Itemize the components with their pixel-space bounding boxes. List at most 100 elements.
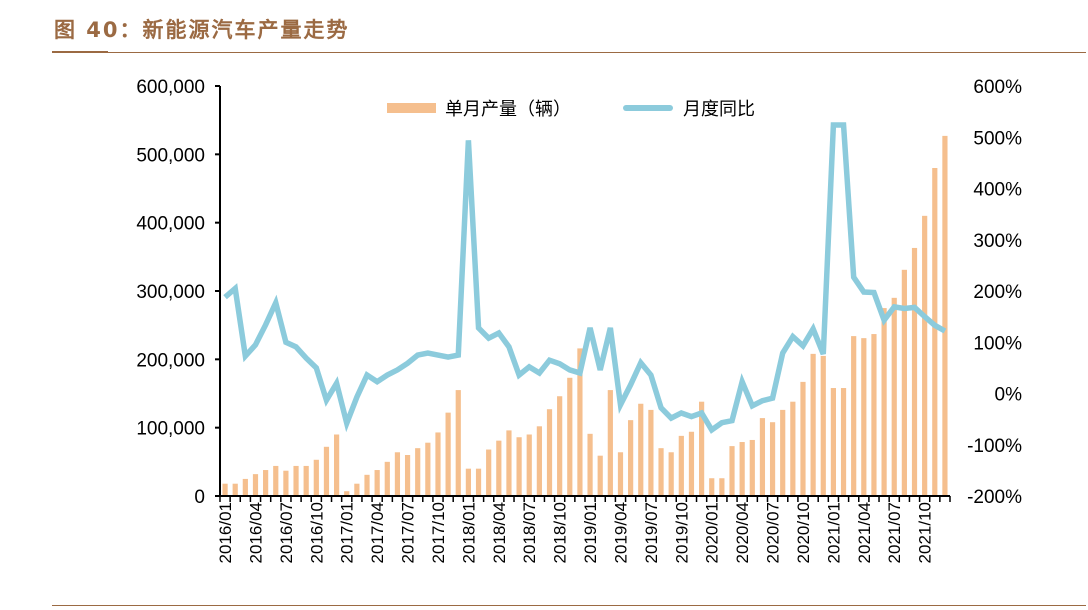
x-tick-label: 2020/10 (794, 502, 813, 563)
bar-2016-05 (263, 470, 269, 496)
bar-2016-07 (283, 470, 289, 496)
yoy-line (223, 122, 947, 434)
left-tick-label: 500,000 (136, 145, 205, 166)
bar-2020-02 (719, 478, 725, 496)
x-tick-label: 2021/10 (916, 502, 935, 563)
bar-2021-01 (830, 388, 837, 496)
bar-2019-05 (628, 420, 634, 496)
legend-bar-swatch (387, 103, 436, 113)
bar-2017-08 (415, 448, 421, 496)
bar-2019-04 (617, 452, 624, 496)
x-tick-label: 2020/01 (703, 502, 722, 563)
axes: 0 100,000 200,000 300,000 400,000 500,000 600,… (136, 77, 1022, 563)
x-tick-label: 2021/07 (885, 502, 904, 563)
bar-2020-03 (729, 446, 735, 496)
bar-2016-03 (242, 478, 248, 496)
bar-2020-07 (769, 422, 776, 496)
x-tick-label: 2016/07 (277, 502, 296, 563)
right-tick-label: 300% (973, 231, 1022, 252)
bar-2020-08 (780, 409, 786, 496)
bar-2016-08 (293, 465, 299, 496)
left-tick-label: 200,000 (136, 350, 205, 371)
bar-2018-04 (496, 440, 502, 496)
bar-2020-01 (709, 478, 715, 496)
title-rule (52, 52, 1086, 53)
bar-2019-07 (648, 409, 654, 496)
bar-2020-11 (810, 353, 816, 496)
bar-2020-04 (739, 442, 745, 496)
x-tick-label: 2018/07 (520, 502, 539, 563)
right-tick-label: 500% (973, 128, 1022, 149)
legend-bar-label: 单月产量（辆） (445, 99, 571, 120)
bar-2021-02 (840, 388, 847, 496)
bar-2019-06 (638, 403, 644, 496)
bar-2019-03 (607, 390, 613, 496)
bar-2018-01 (465, 468, 472, 496)
bar-2017-05 (384, 461, 390, 496)
bar-2018-11 (567, 377, 573, 496)
bar-2018-07 (526, 434, 532, 496)
bar-2016-02 (232, 483, 238, 496)
x-tick-label: 2018/10 (551, 502, 570, 563)
bar-2017-12 (455, 390, 461, 496)
legend-line-label: 月度同比 (683, 99, 755, 120)
line-series (223, 122, 947, 434)
bar-series (222, 135, 948, 497)
bar-2018-10 (557, 396, 563, 496)
x-tick-label: 2018/01 (459, 502, 478, 563)
bar-2021-04 (861, 338, 867, 496)
bar-2021-11 (932, 168, 938, 496)
left-tick-label: 600,000 (136, 77, 205, 98)
bar-2016-04 (252, 474, 259, 496)
bar-2017-06 (394, 452, 401, 496)
bar-2019-01 (587, 433, 593, 496)
x-tick-label: 2020/07 (764, 502, 783, 563)
x-tick-label: 2021/01 (824, 502, 843, 563)
bar-2017-02 (354, 483, 360, 496)
bar-2019-10 (678, 435, 684, 496)
x-tick-label: 2019/07 (642, 502, 661, 563)
x-tick-label: 2021/04 (855, 502, 874, 563)
legend: 单月产量（辆） 月度同比 (387, 99, 755, 120)
bar-2019-12 (698, 401, 705, 496)
bar-2018-03 (486, 449, 492, 496)
x-tick-label: 2017/10 (429, 502, 448, 563)
bar-2020-09 (790, 401, 796, 496)
bar-2021-06 (881, 308, 887, 496)
figure-title: 图 40：新能源汽车产量走势 (54, 18, 350, 42)
x-tick-label: 2020/04 (733, 502, 752, 563)
left-tick-label: 0 (194, 487, 205, 508)
bar-2021-07 (891, 297, 897, 496)
bar-2019-11 (688, 431, 695, 496)
bar-2016-09 (303, 465, 309, 496)
x-tick-label: 2016/10 (307, 502, 326, 563)
bar-2021-08 (901, 269, 907, 496)
left-tick-label: 100,000 (136, 419, 205, 440)
x-tick-label: 2019/04 (611, 502, 630, 563)
bar-2020-12 (820, 355, 826, 496)
bar-2019-08 (658, 448, 664, 496)
right-tick-label: 400% (973, 180, 1022, 201)
bar-2020-05 (749, 439, 755, 496)
bar-2017-01 (344, 491, 350, 496)
x-tick-label: 2016/01 (216, 502, 235, 563)
bar-2017-07 (404, 455, 411, 496)
bar-2018-06 (516, 437, 522, 496)
bar-2016-01 (222, 483, 228, 496)
bar-2018-09 (546, 409, 553, 496)
right-tick-label: 200% (973, 282, 1022, 303)
bar-2021-05 (871, 334, 877, 496)
left-tick-label: 300,000 (136, 282, 205, 303)
bar-2018-02 (475, 468, 482, 496)
bar-2021-09 (911, 247, 918, 496)
x-tick-label: 2017/07 (399, 502, 418, 563)
bar-2016-06 (273, 465, 279, 496)
bar-2018-12 (577, 348, 583, 496)
bar-2020-06 (759, 418, 766, 496)
right-tick-label: 600% (973, 77, 1022, 98)
bar-2016-10 (313, 459, 319, 496)
bar-2017-09 (425, 442, 431, 496)
right-tick-label: 100% (973, 333, 1022, 354)
bar-2021-03 (851, 336, 857, 496)
